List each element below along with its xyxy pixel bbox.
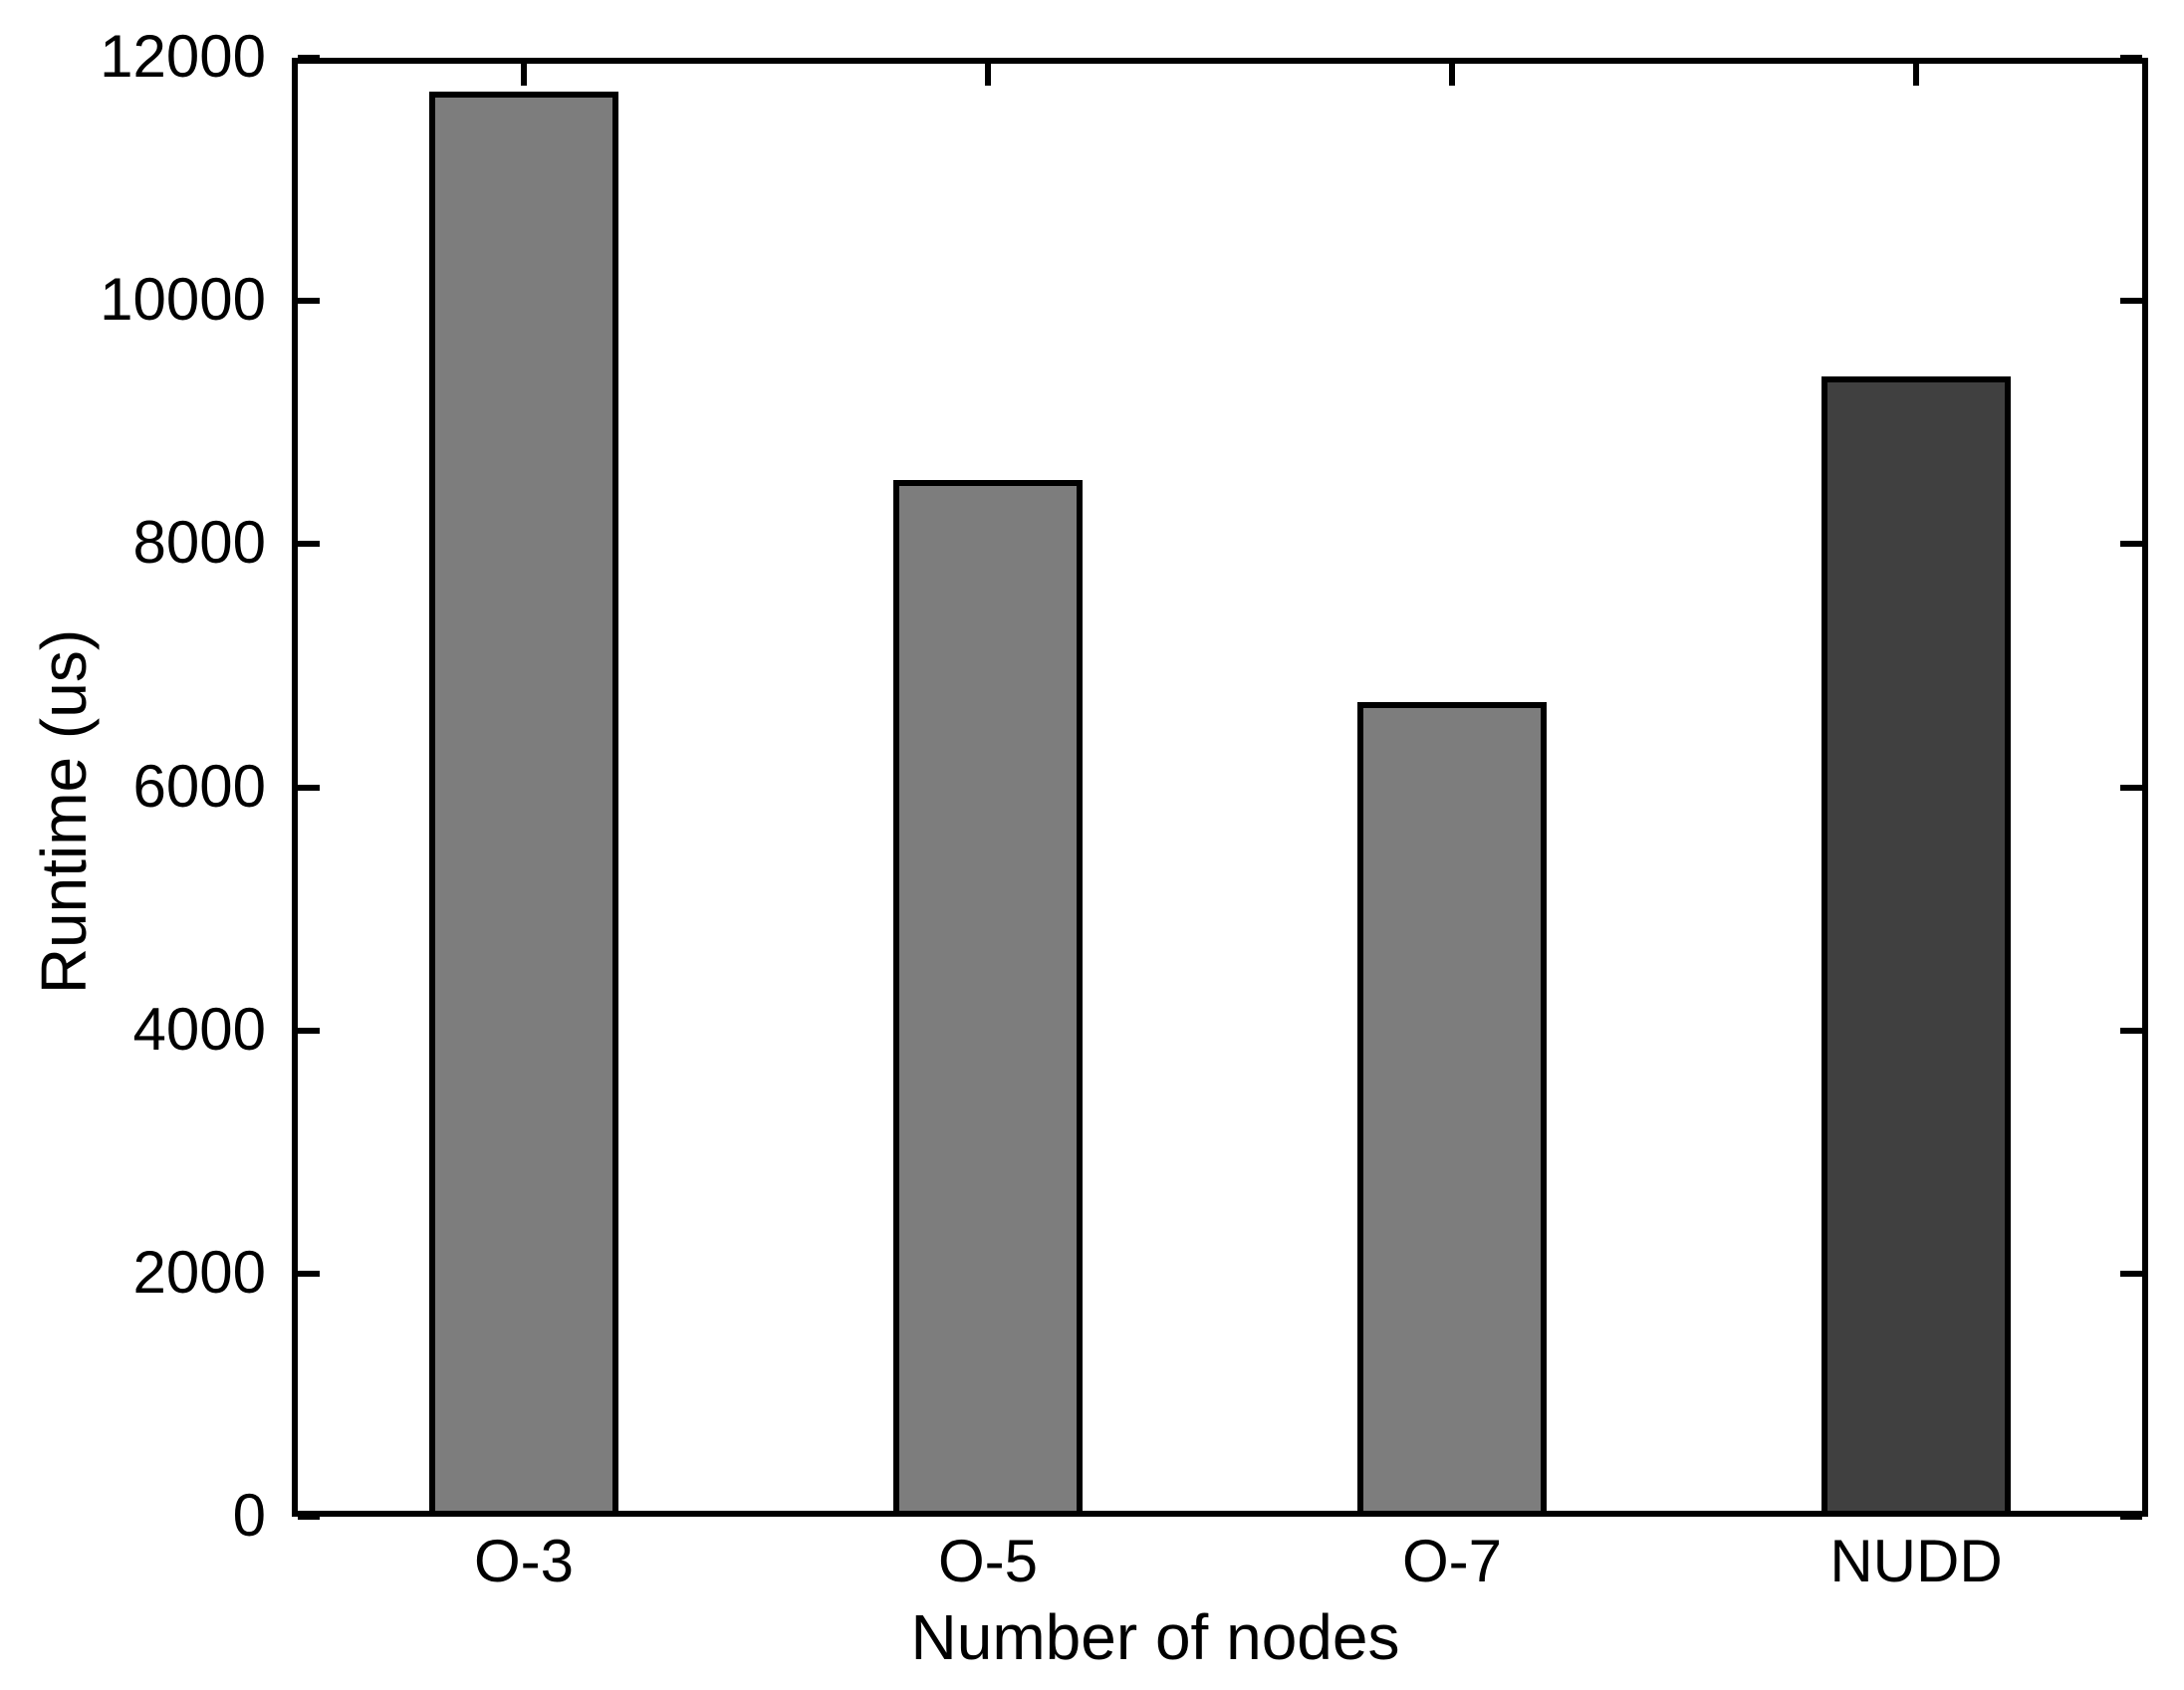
x-tick-label: O-3 [473, 1528, 575, 1594]
y-tick-label: 0 [232, 1481, 266, 1549]
x-axis-label: Number of nodes [910, 1601, 1400, 1673]
y-axis-tick-right [2120, 541, 2142, 548]
y-axis-tick [298, 1514, 320, 1520]
y-tick-label: 12000 [100, 22, 266, 90]
y-axis-tick-right [2120, 784, 2142, 791]
y-axis-tick [298, 541, 320, 548]
x-axis-tick-top [1913, 64, 1919, 86]
y-axis-tick-right [2120, 1270, 2142, 1277]
bar-o-7 [1357, 702, 1547, 1517]
y-tick-label: 4000 [132, 995, 266, 1063]
y-axis-tick [298, 1270, 320, 1277]
bar-o-5 [893, 479, 1083, 1517]
bar-o-3 [429, 92, 618, 1517]
y-tick-label: 6000 [132, 752, 266, 820]
x-axis-tick-top [521, 64, 527, 86]
bar-nudd [1821, 375, 2011, 1517]
y-axis-tick [298, 55, 320, 61]
y-axis-tick [298, 298, 320, 305]
x-axis-tick-top [985, 64, 991, 86]
x-axis-tick-top [1449, 64, 1455, 86]
y-tick-label: 8000 [132, 509, 266, 577]
y-axis-tick [298, 784, 320, 791]
x-tick-label: O-7 [1401, 1528, 1503, 1594]
y-tick-label: 10000 [100, 265, 266, 333]
y-tick-label: 2000 [132, 1238, 266, 1306]
y-axis-tick-right [2120, 55, 2142, 61]
y-axis-tick-right [2120, 298, 2142, 305]
y-axis-tick [298, 1027, 320, 1034]
y-axis-tick-right [2120, 1514, 2142, 1520]
y-axis-tick-right [2120, 1027, 2142, 1034]
x-tick-label: NUDD [1829, 1528, 2003, 1594]
x-tick-label: O-5 [937, 1528, 1039, 1594]
